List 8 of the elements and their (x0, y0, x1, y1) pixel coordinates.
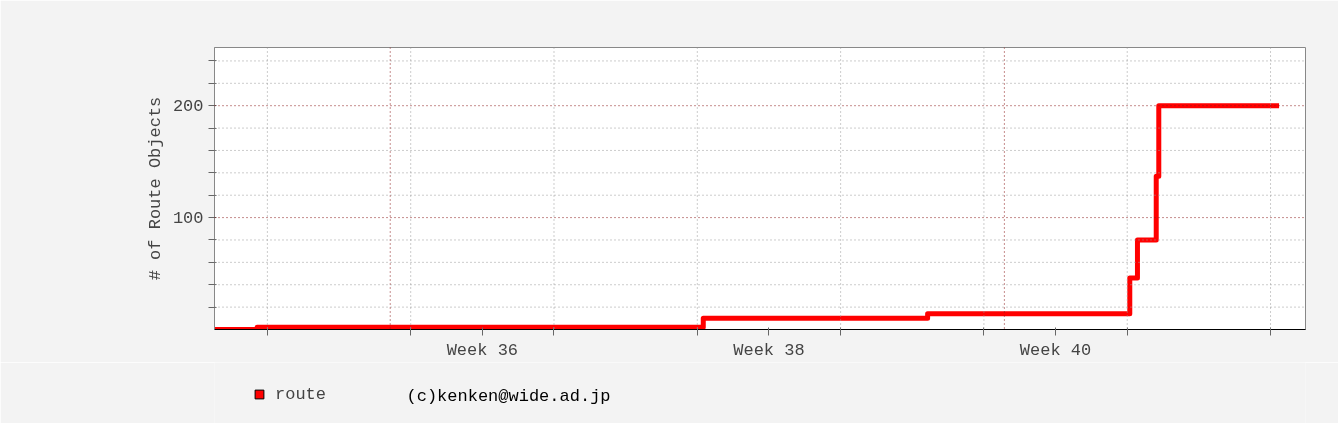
y-axis-title: # of Route Objects (145, 96, 165, 281)
y-tick-label: 200 (172, 97, 204, 117)
x-tick-label: Week 38 (733, 340, 805, 360)
legend-label: route (275, 384, 327, 404)
text: (c)kenken@wide.ad.jp (406, 386, 611, 406)
x-tick-label: Week 40 (1019, 340, 1092, 360)
y-tick-label: 100 (172, 209, 204, 229)
x-tick-label: Week 36 (446, 340, 519, 360)
